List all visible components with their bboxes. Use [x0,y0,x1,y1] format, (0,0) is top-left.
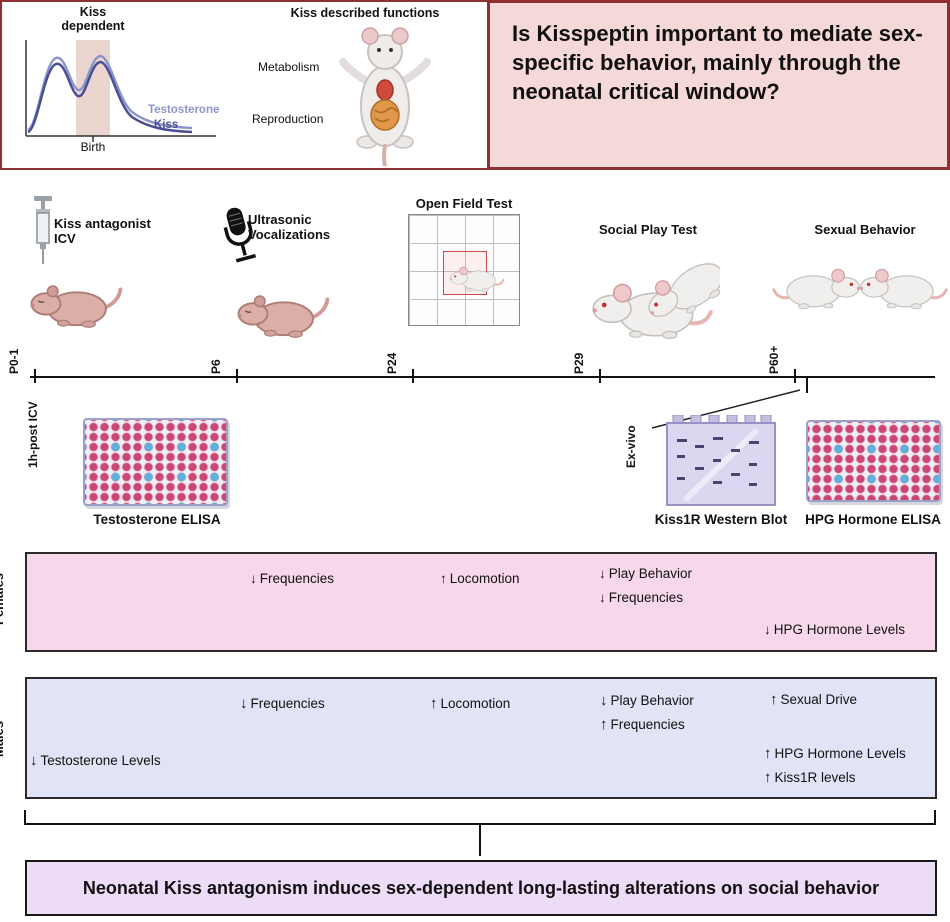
timeline-tick [794,369,796,383]
timeline-age-label: P6 [209,359,223,374]
rat-pup-illustration [232,282,332,340]
syringe-icon [34,196,52,264]
function-metabolism: Metabolism [258,60,320,74]
timeline-tick [412,369,414,383]
female-result-item: ↓ Play Behavior [599,566,693,581]
research-question-text: Is Kisspeptin important to mediate sex-s… [512,21,923,105]
conclusion-text: Neonatal Kiss antagonism induces sex-dep… [82,877,880,898]
western-blot-label: Kiss1R Western Blot [654,512,788,527]
open-field-rat [447,261,505,295]
males-box-label: Males [0,720,6,757]
ex-vivo-label: Ex-vivo [624,425,638,468]
female-result-item: ↑ Locomotion [440,571,520,586]
timeline-age-label: P60+ [767,345,781,374]
male-result-item: ↓ Frequencies [240,695,325,712]
rat-pup-illustration [25,272,125,330]
kiss-curve [27,60,193,134]
timeline-tick [34,369,36,383]
male-result-item: ↑ HPG Hormone Levels [764,745,906,762]
testosterone-elisa-plate [83,418,228,506]
females-results-box: ↓ Frequencies ↑ Locomotion ↓ Play Behavi… [25,552,937,652]
post-icv-label: 1h-post ICV [26,401,40,468]
male-result-item: ↑ Frequencies [600,716,685,733]
male-result-item: ↑ Kiss1R levels [764,769,856,786]
testosterone-curve [27,54,193,132]
microphone-icon [223,207,257,263]
summary-bracket [24,810,936,856]
timeline-tick [599,369,601,383]
western-blot-illustration [666,415,776,506]
male-result-item: ↓ Play Behavior [600,692,694,709]
female-result-item: ↓ HPG Hormone Levels [764,622,906,637]
timeline-tick [236,369,238,383]
legend-kiss: Kiss [154,119,179,131]
conclusion-box: Neonatal Kiss antagonism induces sex-dep… [25,860,937,916]
females-box-label: Females [0,572,6,625]
chart-x-label: Birth [80,140,106,154]
legend-testosterone: Testosterone [148,104,220,116]
testosterone-elisa-label: Testosterone ELISA [93,512,221,527]
research-question-box: Is Kisspeptin important to mediate sex-s… [487,0,950,170]
timeline-tick [806,377,808,393]
hpg-elisa-label: HPG Hormone ELISA [805,512,941,527]
event-label-kiss-antagonist: Kiss antagonist ICV [54,216,151,246]
timeline-axis [30,376,935,378]
rat-anatomy-illustration [339,27,431,166]
kiss-dependent-chart [25,40,216,142]
timeline-age-label: P0-1 [7,348,21,374]
functions-title: Kiss described functions [290,6,440,20]
open-field-grid [408,214,520,326]
event-label-sexual-behavior: Sexual Behavior [814,222,916,237]
social-play-illustration [570,246,720,341]
female-result-item: ↓ Frequencies [599,590,684,605]
event-label-usv: Ultrasonic Vocalizations [248,212,331,242]
male-result-item: ↑ Locomotion [430,695,511,712]
males-results-box: ↓ Frequencies ↑ Locomotion ↓ Play Behavi… [25,677,937,799]
timeline-age-label: P24 [385,352,399,374]
event-label-open-field: Open Field Test [415,196,513,211]
female-result-item: ↓ Frequencies [250,571,335,586]
hpg-elisa-plate [806,420,941,502]
male-result-item: ↓ Testosterone Levels [30,752,161,769]
chart-title: Kiss dependent [61,5,125,33]
male-result-item: ↑ Sexual Drive [770,691,858,708]
function-reproduction: Reproduction [252,112,324,126]
sexual-behavior-illustration [772,267,948,311]
timeline-age-label: P29 [572,352,586,374]
event-label-social-play: Social Play Test [598,222,698,237]
